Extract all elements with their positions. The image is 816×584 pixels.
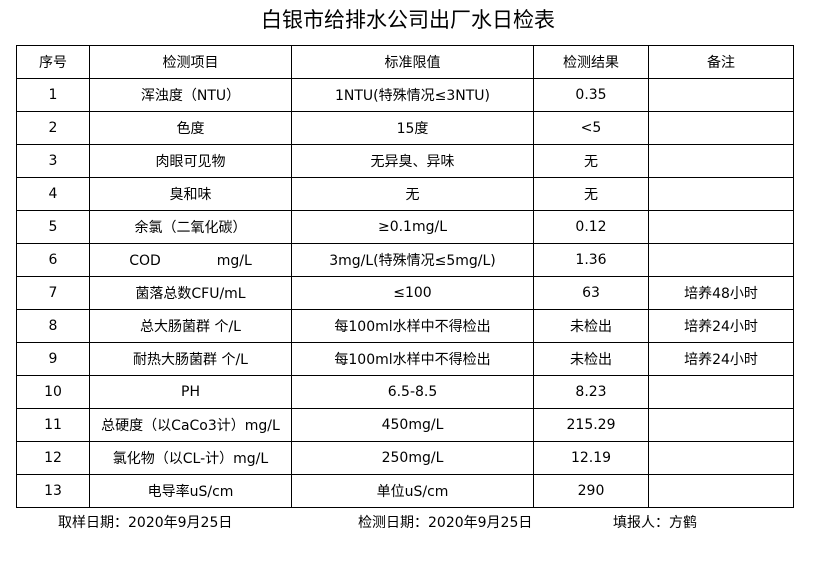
table-cell [648,78,794,112]
table-cell: 无异臭、异味 [291,144,534,178]
table-cell [648,144,794,178]
table-row: 10 PH 6.5-8.5 8.23 [16,375,794,409]
table-cell [648,441,794,475]
table-cell: 肉眼可见物 [89,144,292,178]
table-cell: 5 [16,210,90,244]
table-cell: 耐热大肠菌群 个/L [89,342,292,376]
table-cell: PH [89,375,292,409]
table-cell [648,243,794,277]
table-cell: 2 [16,111,90,145]
header-cell: 检测项目 [89,45,292,79]
header-cell: 标准限值 [291,45,534,79]
table-row: 5 余氯（二氧化碳） ≥0.1mg/L 0.12 [16,210,794,244]
table-cell: 7 [16,276,90,310]
table-cell: 10 [16,375,90,409]
header-row: 序号 检测项目 标准限值 检测结果 备注 [16,45,794,79]
table-cell: 氯化物（以CL-计）mg/L [89,441,292,475]
table-cell: 8.23 [533,375,649,409]
table-row: 8 总大肠菌群 个/L 每100ml水样中不得检出 未检出 培养24小时 [16,309,794,343]
table-cell: 每100ml水样中不得检出 [291,342,534,376]
table-cell: 4 [16,177,90,211]
table-cell: 浑浊度（NTU） [89,78,292,112]
table-cell: 6.5-8.5 [291,375,534,409]
table-cell: 0.35 [533,78,649,112]
table-cell [648,474,794,508]
table-cell: 13 [16,474,90,508]
table-cell: 215.29 [533,408,649,442]
table-cell: 无 [533,177,649,211]
table-cell: 250mg/L [291,441,534,475]
table-row: 7 菌落总数CFU/mL ≤100 63 培养48小时 [16,276,794,310]
table-cell: 3 [16,144,90,178]
sample-date: 取样日期：2020年9月25日 [58,515,233,531]
header-cell: 备注 [648,45,794,79]
table-cell: 色度 [89,111,292,145]
table-cell: 培养48小时 [648,276,794,310]
table-cell: 菌落总数CFU/mL [89,276,292,310]
header-cell: 序号 [16,45,90,79]
table-cell: 培养24小时 [648,342,794,376]
table-cell: 无 [291,177,534,211]
table-cell: 1NTU(特殊情况≤3NTU) [291,78,534,112]
table-row: 3 肉眼可见物 无异臭、异味无 [16,144,794,178]
table-cell [648,375,794,409]
inspection-table: 序号 检测项目 标准限值 检测结果 备注 1 浑浊度（NTU） 1NTU(特殊情况≤3NTU)… [16,45,794,508]
table-cell: 无 [533,144,649,178]
table-cell: 余氯（二氧化碳） [89,210,292,244]
table-cell [648,408,794,442]
test-date: 检测日期：2020年9月25日 [358,515,533,531]
table-cell: 1.36 [533,243,649,277]
table-cell [648,177,794,211]
table-cell: 臭和味 [89,177,292,211]
table-row: 6 COD mg/L 3mg/L(特殊情况≤5mg/L) 1.36 [16,243,794,277]
table-cell: 6 [16,243,90,277]
table-cell: ≤100 [291,276,534,310]
table-cell: 12 [16,441,90,475]
table-cell: 12.19 [533,441,649,475]
table-cell: 0.12 [533,210,649,244]
table-cell: <5 [533,111,649,145]
table-cell: COD mg/L [89,243,292,277]
table-cell: 15度 [291,111,534,145]
table-row: 2 色度 15度 <5 [16,111,794,145]
table-cell: 450mg/L [291,408,534,442]
page-title: 白银市给排水公司出厂水日检表 [261,8,555,32]
table-cell: 3mg/L(特殊情况≤5mg/L) [291,243,534,277]
table-cell: 9 [16,342,90,376]
table-cell: 1 [16,78,90,112]
table-cell: 单位uS/cm [291,474,534,508]
table-cell: 培养24小时 [648,309,794,343]
table-cell: 总大肠菌群 个/L [89,309,292,343]
table-row: 13 电导率uS/cm 单位uS/cm 290 [16,474,794,508]
table-cell: ≥0.1mg/L [291,210,534,244]
table-row: 4 臭和味无无 [16,177,794,211]
table-row: 12 氯化物（以CL-计）mg/L 250mg/L 12.19 [16,441,794,475]
table-cell: 每100ml水样中不得检出 [291,309,534,343]
reporter: 填报人：方鹤 [613,515,697,531]
table-cell: 总硬度（以CaCo3计）mg/L [89,408,292,442]
table-cell [648,210,794,244]
table-cell [648,111,794,145]
table-cell: 11 [16,408,90,442]
table-row: 9 耐热大肠菌群 个/L 每100ml水样中不得检出 未检出 培养24小时 [16,342,794,376]
table-cell: 8 [16,309,90,343]
table-row: 1 浑浊度（NTU） 1NTU(特殊情况≤3NTU) 0.35 [16,78,794,112]
table-row: 11 总硬度（以CaCo3计）mg/L 450mg/L 215.29 [16,408,794,442]
table-cell: 未检出 [533,342,649,376]
header-cell: 检测结果 [533,45,649,79]
table-cell: 63 [533,276,649,310]
table-cell: 未检出 [533,309,649,343]
table-cell: 电导率uS/cm [89,474,292,508]
table-cell: 290 [533,474,649,508]
